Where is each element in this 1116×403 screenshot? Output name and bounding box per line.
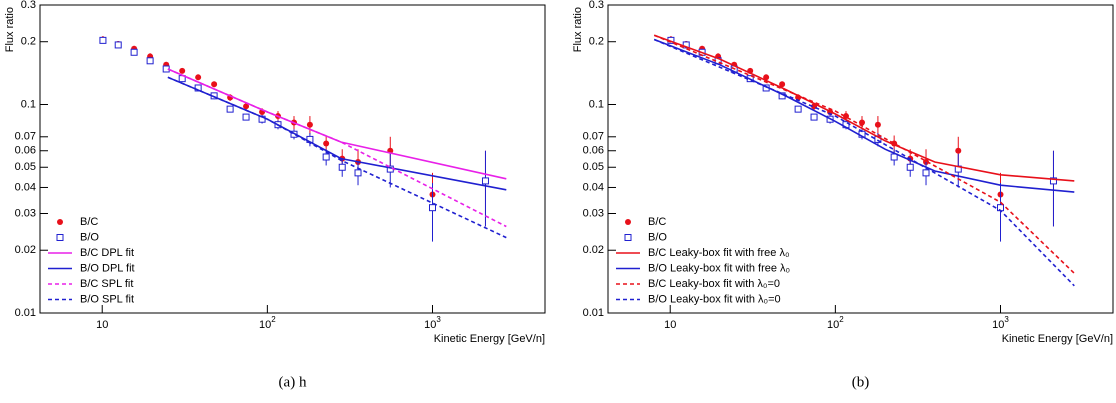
data-point [114, 41, 122, 49]
caption: (b) [852, 374, 870, 390]
x-tick-label: 102 [827, 315, 844, 331]
y-tick-label: 0.02 [583, 244, 604, 256]
x-tick-exponent: 2 [271, 315, 276, 324]
x-tick-base: 10 [827, 319, 839, 331]
y-tick-label: 0.3 [21, 0, 36, 11]
fit-line [167, 68, 507, 180]
legend-label: B/C Leaky-box fit with free λ₀ [648, 247, 790, 259]
y-tick-label: 0.04 [583, 181, 604, 193]
y-tick-label: 0.02 [15, 244, 36, 256]
legend-label: B/O [648, 231, 667, 243]
legend-label: B/O Leaky-box fit with λ₀=0 [648, 293, 781, 305]
y-tick-label: 0.03 [583, 207, 604, 219]
plot-area [99, 36, 507, 242]
y-tick-label: 0.06 [15, 145, 36, 157]
data-point [906, 163, 914, 171]
y-tick-label: 0.06 [583, 145, 604, 157]
legend-symbol [625, 219, 631, 225]
y-tick-label: 0.03 [15, 207, 36, 219]
data-point [323, 140, 330, 147]
legend-label: B/C SPL fit [80, 278, 133, 290]
fit-line [653, 34, 1075, 274]
data-point [1049, 177, 1057, 185]
x-axis-label: Kinetic Energy [GeV/n] [1002, 333, 1113, 345]
y-tick-label: 0.05 [583, 161, 604, 173]
fit-line [653, 34, 1075, 182]
legend-label: B/O [80, 231, 99, 243]
y-tick-label: 0.05 [15, 161, 36, 173]
y-axis-label: Flux ratio [572, 7, 584, 52]
data-point [763, 74, 770, 81]
plot-frame [39, 4, 546, 314]
data-point [955, 147, 962, 154]
data-point [874, 121, 881, 128]
fit-line [167, 76, 507, 239]
y-tick-label: 0.2 [21, 36, 36, 48]
fit-line [653, 38, 1075, 287]
legend-symbol [57, 219, 63, 225]
data-point [428, 204, 436, 212]
caption: (a) h [279, 374, 307, 390]
data-point [195, 74, 202, 81]
data-point [243, 103, 250, 110]
data-point [306, 121, 313, 128]
legend-symbol [56, 234, 64, 241]
y-tick-label: 0.01 [583, 307, 604, 319]
data-point [211, 81, 218, 88]
data-point [859, 119, 866, 126]
legend-label: B/C Leaky-box fit with λ₀=0 [648, 278, 780, 290]
plot-area [653, 34, 1075, 287]
fit-line [653, 38, 1075, 193]
legend-label: B/O DPL fit [80, 262, 135, 274]
data-point [794, 105, 802, 113]
data-point [226, 105, 234, 113]
x-tick-base: 10 [424, 319, 436, 331]
data-point [922, 169, 930, 177]
legend-label: B/O Leaky-box fit with free λ₀ [648, 262, 790, 274]
data-point [481, 177, 489, 185]
x-tick-base: 10 [259, 319, 271, 331]
y-tick-label: 0.1 [589, 98, 604, 110]
data-point [322, 153, 330, 161]
y-axis-label: Flux ratio [4, 7, 16, 52]
data-point [179, 67, 186, 74]
data-point [338, 163, 346, 171]
y-tick-label: 0.2 [589, 36, 604, 48]
y-tick-label: 0.3 [589, 0, 604, 11]
y-tick-label: 0.1 [21, 98, 36, 110]
fit-line [167, 76, 507, 191]
y-tick-label: 0.07 [583, 131, 604, 143]
x-tick-exponent: 3 [436, 315, 441, 324]
x-tick-label: 103 [424, 315, 441, 331]
legend-label: B/C [80, 216, 98, 228]
x-tick-label: 10 [664, 319, 676, 331]
x-tick-exponent: 2 [839, 315, 844, 324]
data-point [810, 113, 818, 121]
data-point [146, 57, 154, 65]
x-axis-label: Kinetic Energy [GeV/n] [434, 333, 545, 345]
data-point [130, 48, 138, 56]
data-point [242, 113, 250, 121]
plot-frame [607, 4, 1114, 314]
y-tick-label: 0.04 [15, 181, 36, 193]
fit-line [167, 68, 507, 228]
data-point [354, 169, 362, 177]
legend-label: B/C [648, 216, 666, 228]
data-point [779, 81, 786, 88]
x-tick-label: 103 [992, 315, 1009, 331]
legend-symbol [624, 234, 632, 241]
y-tick-label: 0.07 [15, 131, 36, 143]
legend-label: B/C DPL fit [80, 247, 134, 259]
x-tick-exponent: 3 [1004, 315, 1009, 324]
x-tick-base: 10 [992, 319, 1004, 331]
y-tick-label: 0.01 [15, 307, 36, 319]
x-tick-label: 10 [96, 319, 108, 331]
legend-label: B/O SPL fit [80, 293, 134, 305]
x-tick-label: 102 [259, 315, 276, 331]
data-point [99, 36, 107, 44]
